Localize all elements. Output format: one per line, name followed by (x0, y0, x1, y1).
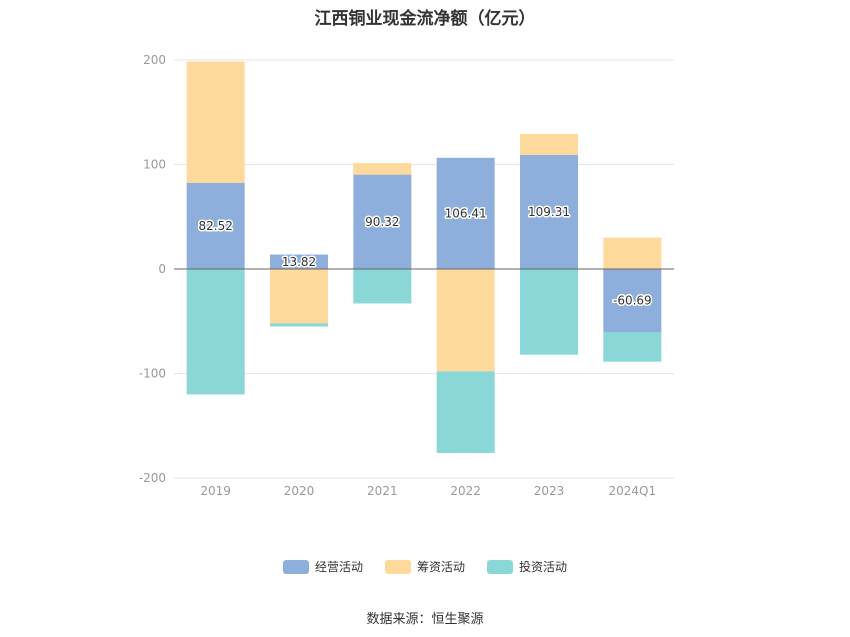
bar-segment (520, 154, 578, 269)
bar-segment (353, 174, 412, 269)
bar-segment (520, 133, 578, 155)
y-tick-label: 0 (158, 262, 166, 276)
bar-segment (353, 163, 412, 175)
zero-axis (174, 268, 674, 479)
bar-segment (436, 157, 495, 269)
bar-segment (270, 323, 328, 327)
legend-label: 经营活动 (314, 560, 363, 574)
data-label: 106.41 (445, 206, 487, 220)
legend-swatch (487, 559, 513, 574)
legend-swatch (384, 559, 411, 574)
source-note: 数据来源：恒生聚源 (366, 612, 484, 627)
bar-segment (353, 269, 412, 304)
legend: 经营活动 筹资活动 投资活动 (0, 558, 850, 575)
y-tick-label: 100 (143, 158, 166, 172)
data-label: 82.52 (198, 219, 232, 233)
chart-title: 江西铜业现金流净额（亿元） (314, 9, 536, 29)
x-tick-label: 2022 (450, 484, 481, 498)
bar-segment (270, 254, 328, 269)
bar-segment (186, 182, 245, 269)
x-tick-label: 2020 (284, 484, 315, 498)
x-tick-label: 2021 (367, 484, 398, 498)
x-tick-label: 2023 (534, 484, 565, 498)
bar-segment (436, 371, 495, 453)
y-tick-label: -100 (139, 367, 166, 381)
x-axis-ticks: 2019 2020 2021 2022 2023 2024Q1 (200, 484, 656, 498)
bar-segment (603, 332, 662, 362)
legend-item[interactable]: 筹资活动 (384, 558, 465, 575)
y-tick-label: 200 (143, 53, 166, 67)
bar-segment (603, 269, 662, 333)
bar-segment (186, 269, 245, 395)
bar-segment (603, 237, 662, 269)
bar-segment (186, 61, 245, 183)
bar-segment (436, 269, 495, 372)
legend-label: 筹资活动 (416, 560, 465, 574)
x-tick-label: 2019 (200, 484, 231, 498)
data-label: 90.32 (365, 215, 399, 229)
legend-item[interactable]: 投资活动 (487, 558, 567, 575)
data-label: 109.31 (528, 205, 570, 219)
bars (186, 61, 662, 453)
bar-segment (520, 269, 578, 355)
data-labels: 82.52 13.82 90.32 106.41 109.31 -60.69 (197, 203, 653, 309)
y-tick-label: -200 (139, 471, 166, 485)
data-label: -60.69 (613, 294, 652, 308)
data-label: 13.82 (282, 255, 316, 269)
legend-swatch (282, 559, 309, 574)
legend-item[interactable]: 经营活动 (282, 558, 363, 575)
legend-label: 投资活动 (519, 560, 568, 574)
y-axis-ticks: 200 100 0 -100 -200 (139, 53, 166, 485)
bar-segment (270, 269, 328, 324)
x-tick-label: 2024Q1 (609, 484, 657, 498)
